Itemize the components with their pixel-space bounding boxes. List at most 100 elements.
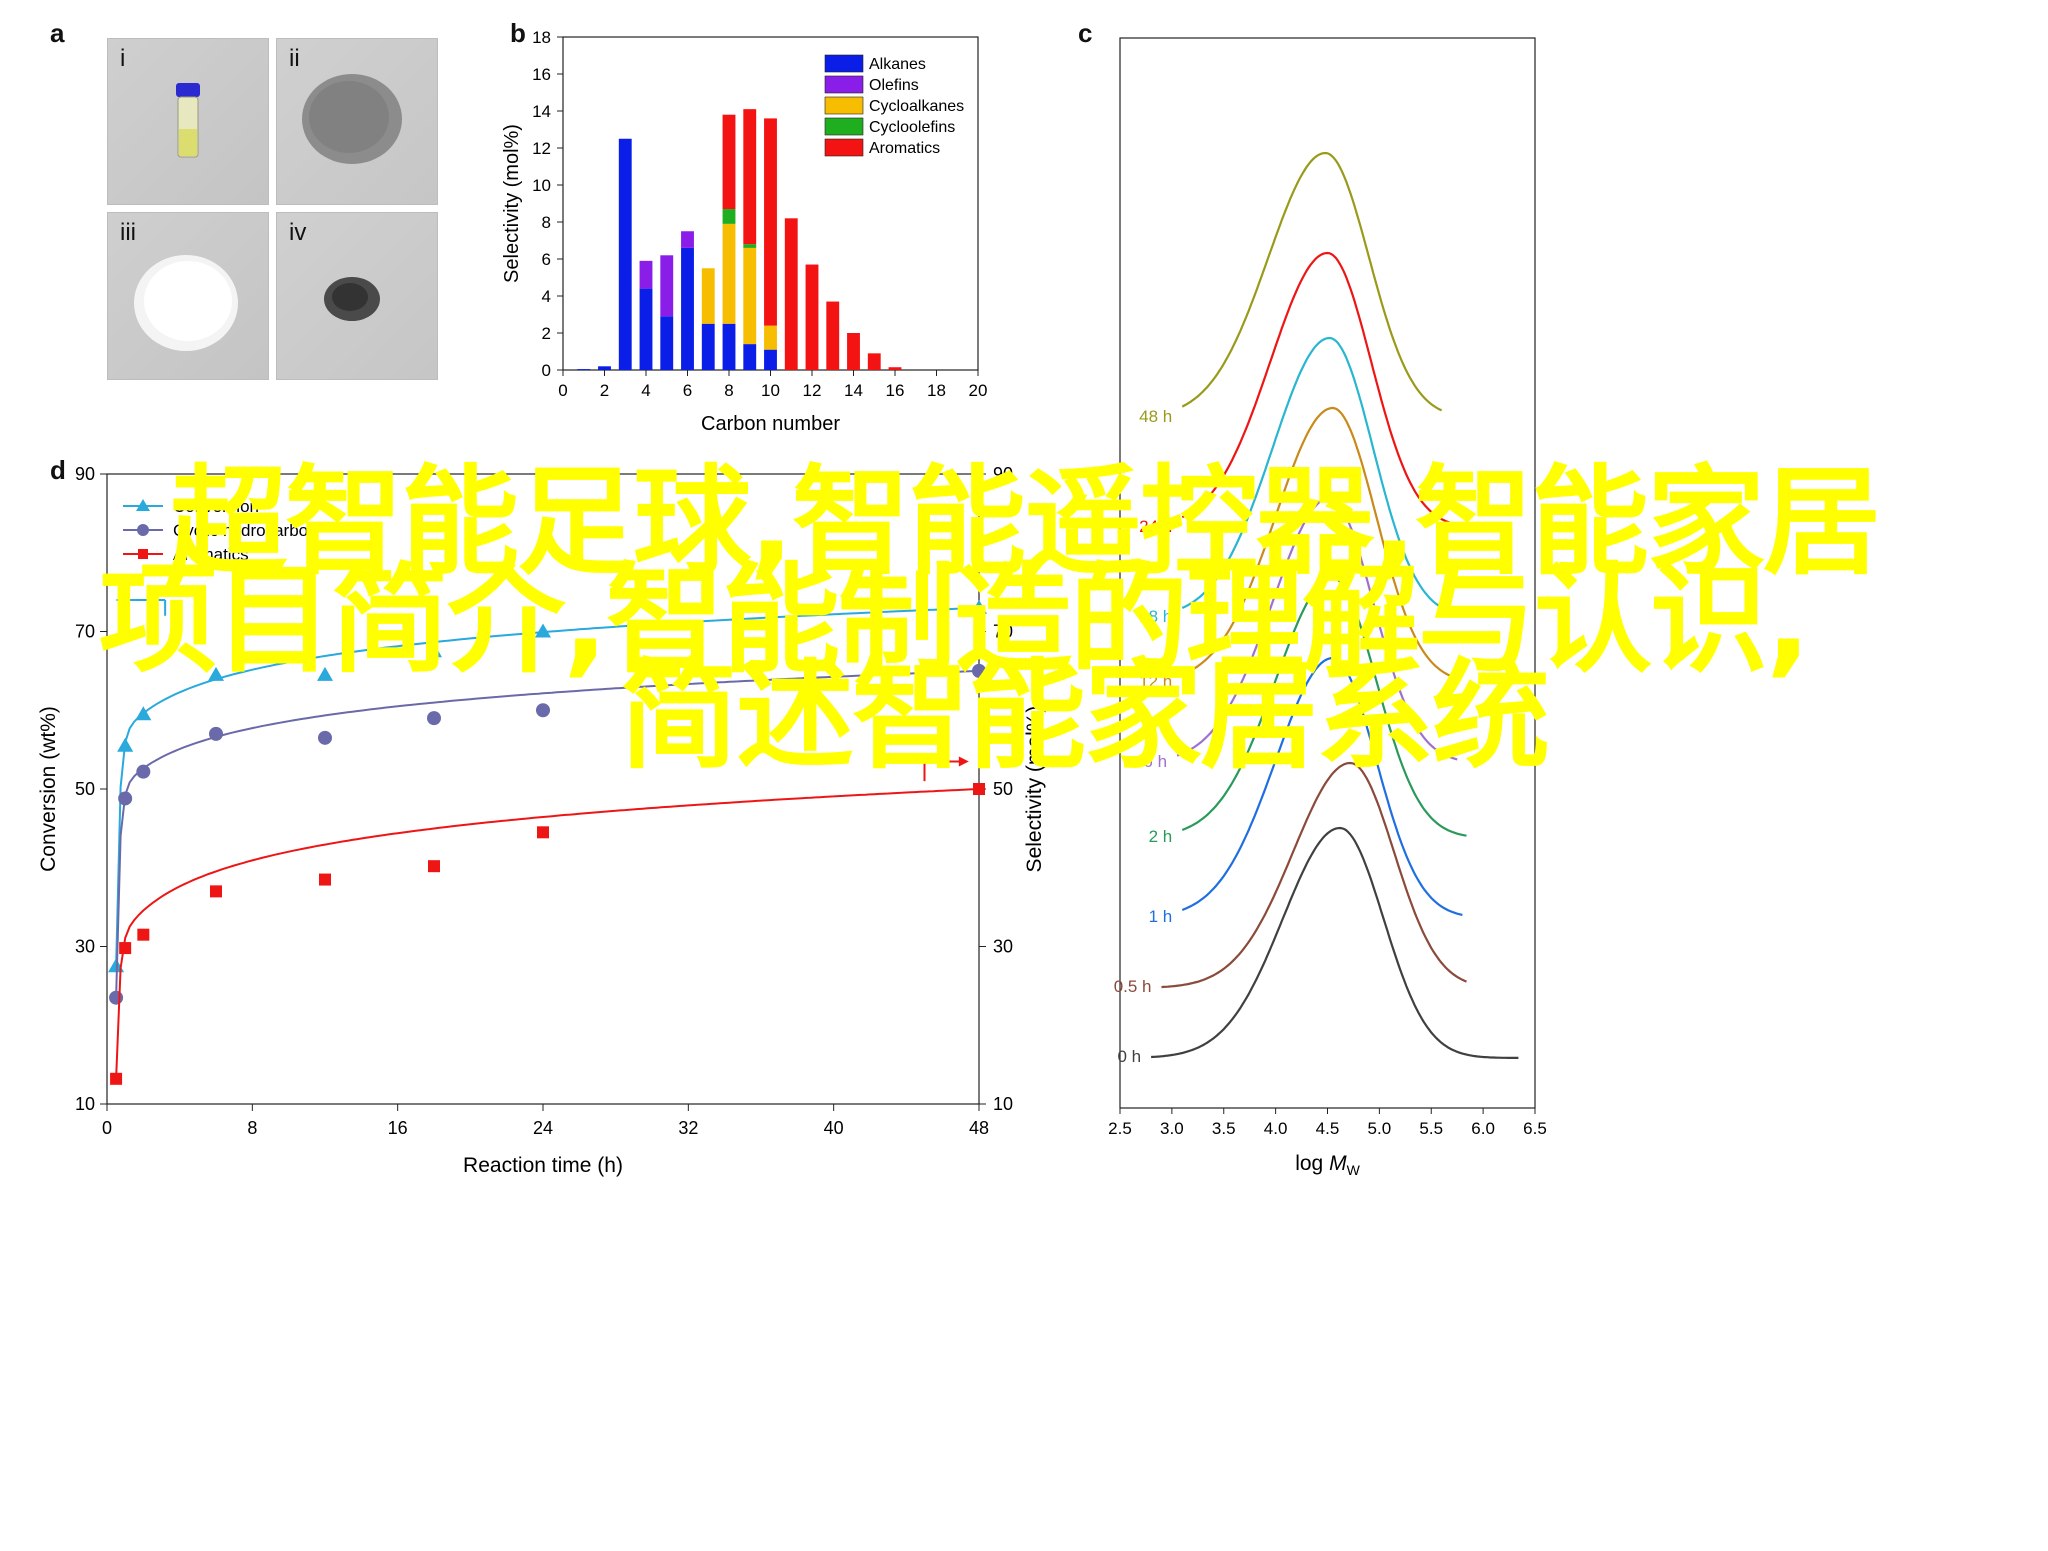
molecular-weight-chart: 2.5 3.0 3.5 4.0 4.5 5.0 5.5 6.0 6.5 log MW 0 h 0.5 … (1108, 37, 1547, 1178)
point-aromatics (973, 783, 985, 795)
legend-swatch (824, 96, 864, 115)
point-aromatics (210, 885, 222, 898)
x-tick-label: 14 (844, 381, 863, 400)
bar-aromatics (722, 114, 736, 210)
bar-aromatics (764, 118, 777, 326)
point-cyclic-hydrocarbon (536, 703, 550, 718)
panel-label-c: c (1078, 18, 1093, 48)
legend-marker (137, 524, 149, 536)
bar-alkanes (639, 288, 653, 370)
trace-label: 2 h (1149, 827, 1173, 846)
point-aromatics (110, 1072, 123, 1085)
y-right-tick-label: 30 (993, 937, 1013, 957)
point-cyclic-hydrocarbon (318, 730, 332, 745)
grey-powder-image (302, 74, 402, 164)
bar-alkanes (598, 366, 611, 370)
overlay-title-line-1: 超智能足球,智能遥控器,智能家居 (169, 453, 1881, 591)
y-tick-label: 4 (542, 287, 551, 306)
trace-05h (1161, 761, 1467, 989)
y-tick-label: 6 (542, 250, 551, 269)
x-tick-label: 2.5 (1108, 1119, 1132, 1138)
x-tick-label: 8 (724, 381, 733, 400)
trace-6h (1176, 496, 1458, 761)
panel-label-b: b (510, 18, 526, 48)
y-axis-label: Selectivity (mol%) (501, 124, 523, 283)
photo-white-powder: iii (107, 212, 269, 380)
trace-label: 0 h (1117, 1047, 1141, 1066)
x-tick-label: 32 (678, 1118, 698, 1138)
bar-cycloalkanes (764, 325, 777, 350)
trace-24h (1181, 251, 1463, 527)
trace-12h (1181, 406, 1457, 680)
bar-olefins (660, 255, 674, 317)
bar-alkanes (681, 247, 694, 370)
point-cyclic-hydrocarbon (427, 711, 441, 726)
left-axis-arrowhead (115, 595, 126, 605)
x-tick-label: 0 (558, 381, 567, 400)
x-tick-label: 8 (247, 1118, 257, 1138)
point-conversion (317, 666, 333, 681)
x-axis-label: Reaction time (h) (463, 1154, 623, 1177)
x-tick-label: 20 (969, 381, 988, 400)
trace-label: 1 h (1149, 907, 1173, 926)
legend-label: Cycloolefins (869, 119, 955, 136)
bar-olefins (639, 260, 653, 289)
legend-label: Alkanes (869, 56, 926, 73)
trace-label: 0.5 h (1114, 977, 1152, 996)
bar-aromatics (743, 109, 757, 245)
x-axis-label: Carbon number (701, 413, 840, 435)
legend-swatch (824, 54, 864, 73)
point-aromatics (137, 928, 150, 941)
point-cyclic-hydrocarbon (109, 990, 124, 1005)
photo-grey-powder: ii (276, 38, 438, 205)
trace-label: 18 h (1139, 607, 1172, 626)
y-tick-label: 16 (532, 65, 551, 84)
point-cyclic-hydrocarbon (972, 663, 986, 678)
legend-label: Cyclic hydrocarbon (173, 521, 318, 540)
bar-cycloalkanes (701, 268, 715, 324)
legend-label: Olefins (869, 77, 919, 94)
trace-18h (1181, 336, 1457, 615)
bar-aromatics (867, 353, 881, 370)
point-aromatics (428, 860, 440, 873)
y-left-tick-label: 30 (75, 937, 95, 957)
bar-cycloolefins (743, 244, 757, 248)
trace-label: 12 h (1139, 672, 1172, 691)
x-tick-label: 4.0 (1264, 1119, 1288, 1138)
photo-tag: iv (289, 219, 307, 246)
point-conversion (426, 643, 442, 658)
trace-label: 48 h (1139, 407, 1172, 426)
trace-48h (1181, 151, 1443, 412)
legend-marker (136, 499, 150, 511)
bar-aromatics (826, 301, 840, 370)
vial-image (176, 83, 200, 158)
bar-aromatics (784, 218, 798, 370)
point-cyclic-hydrocarbon (118, 791, 133, 806)
x-tick-label: 48 (969, 1118, 989, 1138)
x-tick-label: 6.0 (1471, 1119, 1495, 1138)
panel-label-a: a (50, 18, 65, 48)
legend-swatch (824, 75, 864, 94)
y-tick-label: 8 (542, 213, 551, 232)
x-tick-label: 12 (803, 381, 822, 400)
x-tick-label: 5.0 (1368, 1119, 1392, 1138)
point-aromatics (319, 873, 331, 886)
x-tick-label: 0 (102, 1118, 112, 1138)
panel-label-d: d (50, 455, 66, 485)
point-conversion (135, 706, 152, 721)
point-conversion (117, 737, 134, 752)
bar-alkanes (722, 323, 736, 370)
point-aromatics (119, 942, 132, 955)
legend-label: Aromatics (173, 545, 249, 564)
trace-1h (1181, 656, 1463, 916)
legend-marker (138, 549, 148, 559)
bar-alkanes (701, 323, 715, 370)
y-tick-label: 0 (542, 361, 551, 380)
bar-alkanes (618, 138, 632, 370)
y-right-tick-label: 90 (993, 464, 1013, 484)
y-tick-label: 10 (532, 176, 551, 195)
photo-vial: i (107, 38, 269, 205)
y-right-tick-label: 70 (993, 622, 1013, 642)
legend-label: Cycloalkanes (869, 98, 964, 115)
bar-alkanes (764, 349, 777, 370)
